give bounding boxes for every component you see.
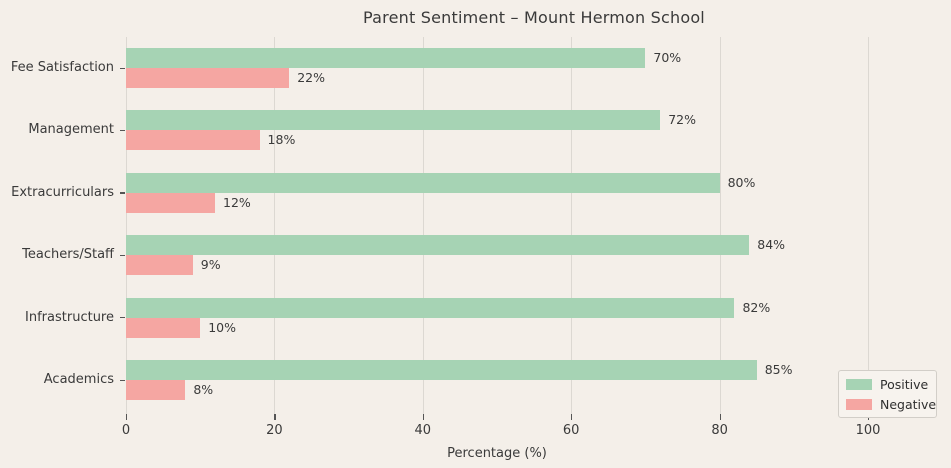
legend-item-positive: Positive — [846, 376, 929, 392]
legend: Positive Negative — [838, 370, 937, 418]
bar-positive-academics — [126, 360, 757, 380]
legend-label-positive: Positive — [880, 376, 929, 392]
y-tick-mark-fee-satisfaction — [120, 67, 125, 69]
y-tick-mark-extracurriculars — [120, 192, 125, 194]
category-label-fee-satisfaction: Fee Satisfaction — [10, 60, 114, 75]
category-label-infrastructure: Infrastructure — [25, 309, 114, 325]
x-tick-mark-60 — [571, 414, 573, 420]
value-label-positive-infrastructure: 82% — [742, 299, 771, 315]
category-label-academics: Academics — [43, 372, 114, 387]
x-tick-label-20: 20 — [266, 423, 283, 438]
gridline-x-80 — [719, 37, 721, 414]
value-label-negative-fee-satisfaction: 22% — [297, 70, 326, 85]
bar-negative-teachers-staff — [126, 255, 193, 276]
y-tick-mark-academics — [120, 379, 125, 381]
bar-negative-management — [126, 130, 260, 151]
x-tick-mark-20 — [274, 414, 276, 420]
gridline-x-60 — [571, 37, 573, 414]
bar-negative-infrastructure — [126, 317, 201, 338]
plot-area: 70% 22% 72% 18% 80% 12% 84% 9% 82% 10% 85% 8% — [126, 37, 942, 414]
x-tick-label-100: 100 — [855, 423, 881, 438]
legend-item-negative: Negative — [846, 397, 936, 412]
gridline-x-100 — [868, 37, 869, 414]
y-tick-mark-management — [120, 129, 125, 132]
x-axis-label: Percentage (%) — [447, 446, 547, 461]
value-label-positive-fee-satisfaction: 70% — [653, 50, 682, 65]
negative-swatch-icon — [846, 398, 872, 410]
chart-title: Parent Sentiment – Mount Hermon School — [363, 8, 705, 27]
value-label-negative-academics: 8% — [193, 382, 214, 397]
y-tick-mark-infrastructure — [120, 317, 125, 319]
legend-label-negative: Negative — [880, 396, 937, 412]
bar-positive-teachers-staff — [126, 235, 750, 256]
gridline-x-20 — [274, 37, 276, 414]
value-label-positive-teachers-staff: 84% — [757, 237, 786, 253]
gridline-x-40 — [422, 37, 424, 414]
x-tick-label-40: 40 — [414, 423, 432, 438]
value-label-negative-teachers-staff: 9% — [200, 257, 221, 273]
y-tick-mark-teachers-staff — [120, 254, 125, 256]
value-label-positive-extracurriculars: 80% — [727, 174, 756, 190]
x-tick-label-0: 0 — [121, 423, 131, 438]
x-tick-label-60: 60 — [562, 423, 580, 438]
bar-positive-fee-satisfaction — [126, 48, 646, 68]
x-tick-label-80: 80 — [711, 423, 728, 438]
value-label-negative-management: 18% — [267, 132, 296, 148]
bar-positive-extracurriculars — [126, 172, 720, 193]
category-label-teachers-staff: Teachers/Staff — [22, 247, 114, 263]
value-label-negative-infrastructure: 10% — [208, 319, 236, 335]
gridline-x-0 — [126, 37, 127, 414]
bar-positive-infrastructure — [126, 297, 735, 318]
bar-negative-extracurriculars — [126, 192, 216, 213]
bar-positive-management — [126, 110, 661, 131]
x-tick-mark-0 — [126, 414, 128, 420]
category-label-extracurriculars: Extracurriculars — [11, 184, 114, 200]
bar-negative-academics — [126, 380, 186, 400]
x-tick-mark-40 — [422, 414, 425, 420]
x-tick-mark-80 — [719, 414, 721, 420]
bar-negative-fee-satisfaction — [126, 68, 290, 88]
positive-swatch-icon — [846, 378, 872, 390]
value-label-negative-extracurriculars: 12% — [223, 194, 251, 210]
value-label-positive-academics: 85% — [764, 362, 793, 377]
category-label-management: Management — [28, 122, 114, 138]
value-label-positive-management: 72% — [668, 112, 697, 128]
